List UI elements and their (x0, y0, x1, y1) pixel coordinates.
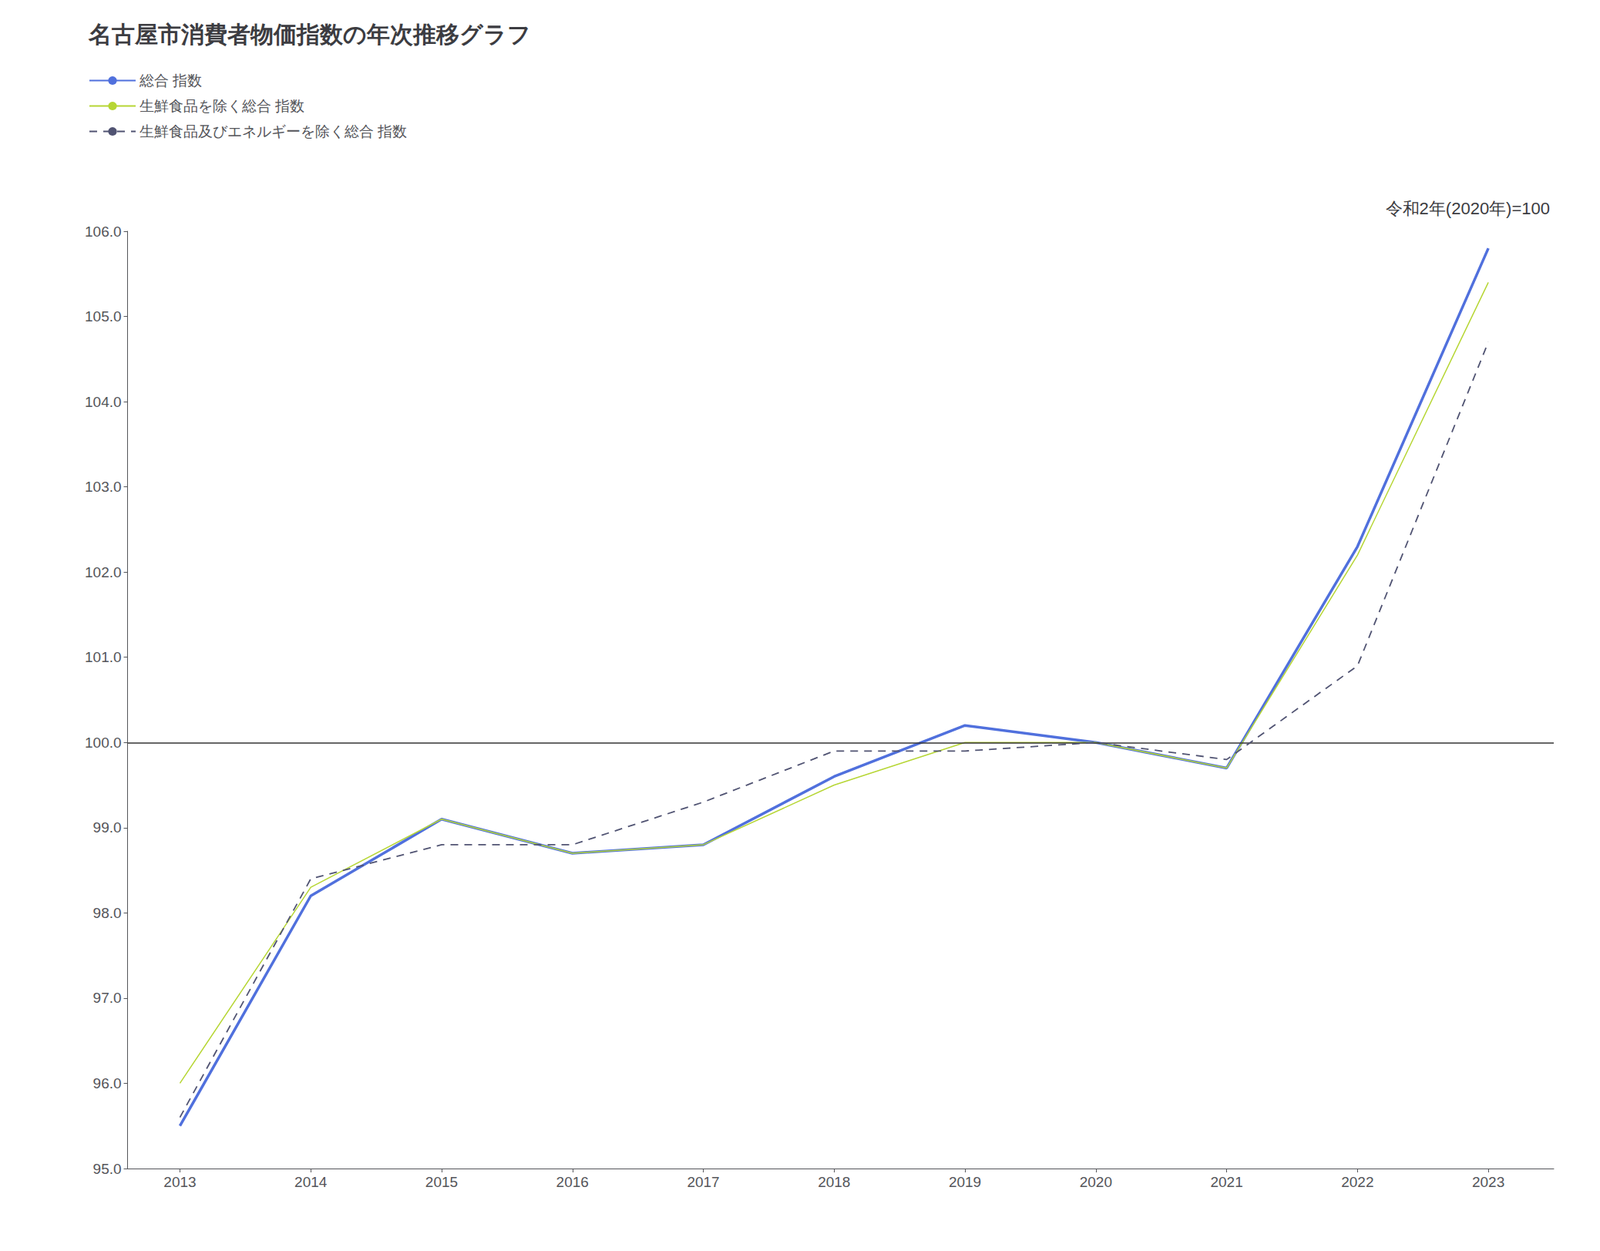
svg-text:98.0: 98.0 (93, 904, 122, 922)
svg-text:生鮮食品を除く総合 指数: 生鮮食品を除く総合 指数 (139, 97, 305, 115)
svg-text:103.0: 103.0 (84, 478, 122, 495)
svg-text:2022: 2022 (1341, 1173, 1374, 1190)
svg-text:100.0: 100.0 (84, 734, 122, 751)
svg-text:96.0: 96.0 (93, 1075, 122, 1092)
svg-text:2014: 2014 (294, 1173, 328, 1190)
svg-text:生鮮食品及びエネルギーを除く総合 指数: 生鮮食品及びエネルギーを除く総合 指数 (139, 123, 407, 140)
svg-text:2015: 2015 (425, 1173, 458, 1190)
svg-text:102.0: 102.0 (84, 564, 122, 581)
svg-text:105.0: 105.0 (84, 308, 122, 325)
svg-text:2013: 2013 (163, 1173, 196, 1190)
svg-text:95.0: 95.0 (93, 1160, 122, 1177)
svg-text:2016: 2016 (556, 1173, 589, 1190)
svg-text:104.0: 104.0 (84, 393, 122, 411)
svg-text:2023: 2023 (1472, 1173, 1505, 1190)
svg-text:99.0: 99.0 (93, 819, 122, 836)
svg-text:令和2年(2020年)=100: 令和2年(2020年)=100 (1385, 198, 1550, 219)
svg-text:101.0: 101.0 (84, 648, 122, 666)
svg-text:2020: 2020 (1079, 1173, 1113, 1190)
svg-text:97.0: 97.0 (93, 989, 122, 1006)
svg-text:2017: 2017 (686, 1173, 720, 1190)
svg-text:名古屋市消費者物価指数の年次推移グラフ: 名古屋市消費者物価指数の年次推移グラフ (87, 21, 532, 48)
svg-text:2018: 2018 (817, 1173, 851, 1190)
svg-text:総合 指数: 総合 指数 (138, 72, 202, 89)
svg-text:106.0: 106.0 (84, 223, 122, 240)
svg-text:2021: 2021 (1210, 1173, 1243, 1190)
svg-text:2019: 2019 (948, 1173, 982, 1190)
